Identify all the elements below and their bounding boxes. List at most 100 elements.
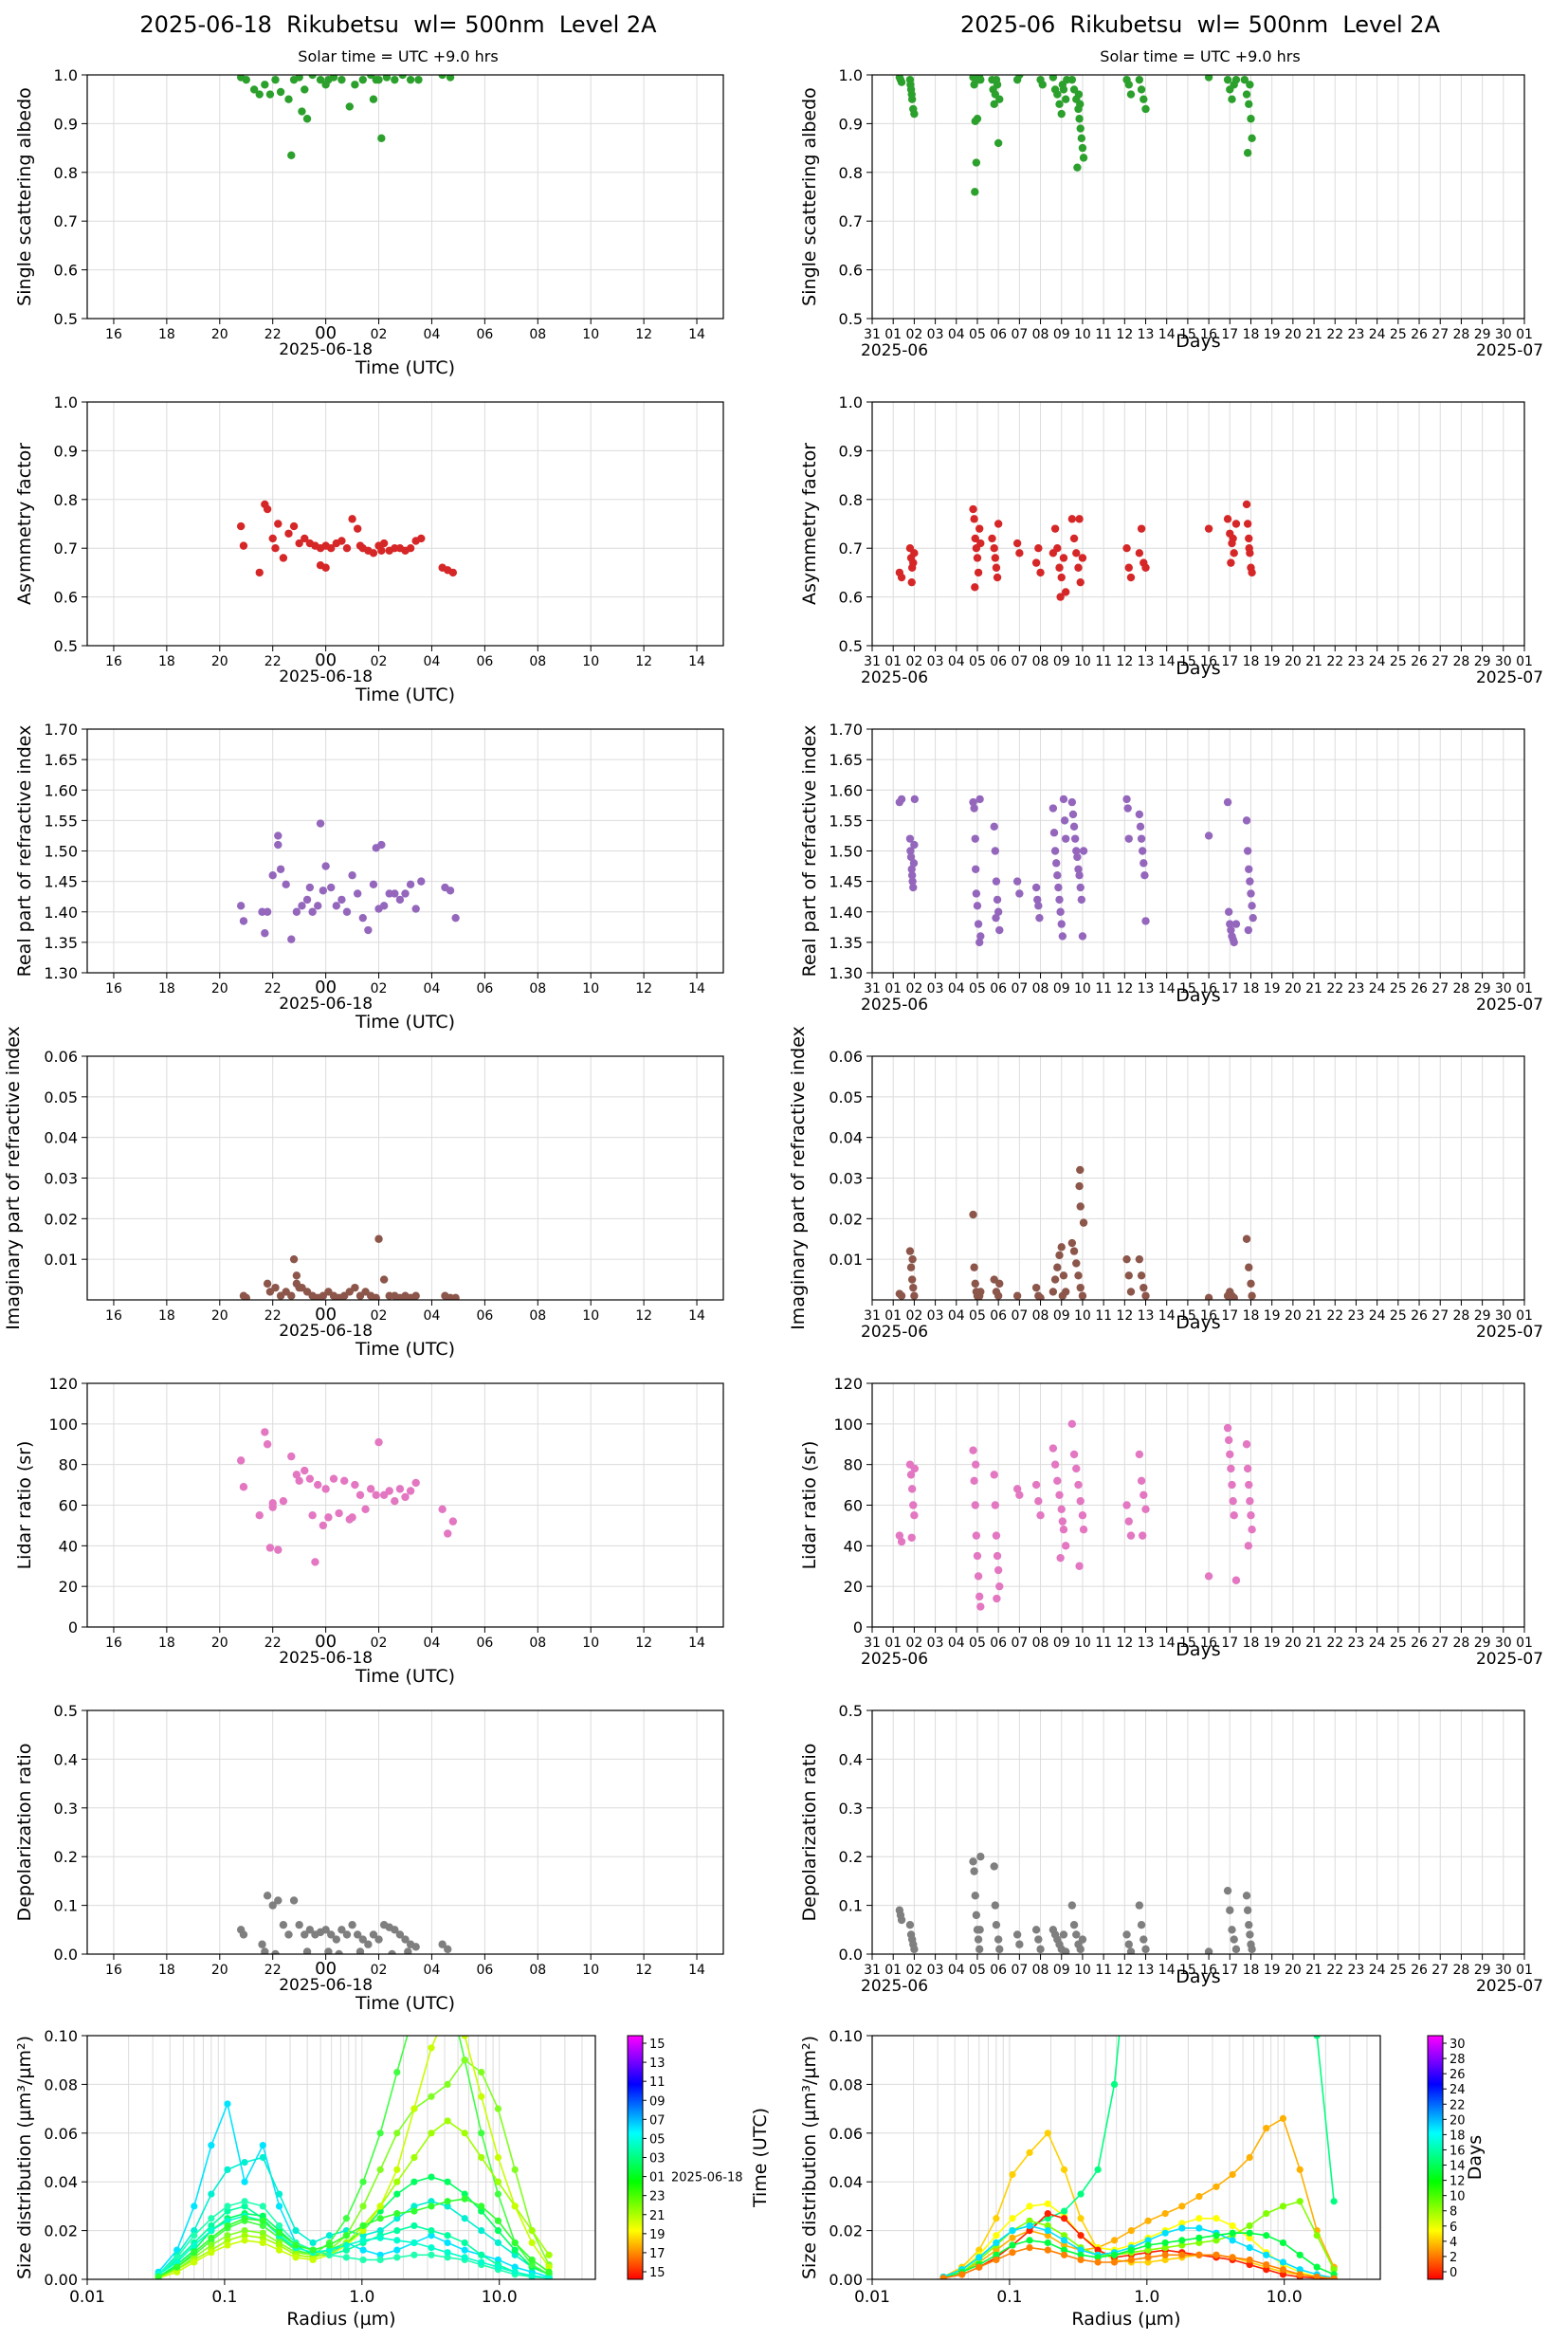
series-point: [1246, 2229, 1253, 2237]
series-point: [1246, 2153, 1253, 2162]
x-tick-label: 06: [476, 654, 493, 669]
x-tick-label: 02: [905, 1308, 922, 1324]
x-tick-label: 18: [158, 327, 175, 342]
data-point: [1223, 1886, 1232, 1895]
series-point: [359, 2227, 367, 2235]
series-point: [410, 2251, 418, 2258]
series-point: [1212, 2237, 1220, 2244]
x-tick-label: 13: [1138, 327, 1155, 342]
x-tick-label: 04: [948, 1963, 965, 1978]
series-point: [325, 2246, 334, 2254]
data-point: [284, 1930, 293, 1939]
series-point: [494, 2153, 502, 2162]
series-point: [1144, 2217, 1152, 2224]
series-point: [1212, 2183, 1220, 2190]
x-axis-title: Radius (µm): [286, 2309, 395, 2330]
series-point: [208, 2241, 215, 2249]
x-tick-label: 31: [864, 654, 881, 669]
series-point: [1178, 1301, 1185, 1307]
x-tick-label: 23: [1348, 1308, 1365, 1324]
data-point: [274, 1545, 283, 1554]
data-point: [1138, 847, 1147, 855]
x-axis-title: Time (UTC): [355, 1339, 455, 1360]
series-point: [494, 2239, 502, 2247]
series-point: [1195, 2251, 1203, 2258]
data-point: [263, 1440, 272, 1449]
data-point: [332, 902, 341, 910]
x-tick-label: 10: [1074, 327, 1091, 342]
x-tick-label: 16: [1200, 981, 1217, 996]
data-point: [1059, 1526, 1068, 1534]
series-point: [393, 2068, 401, 2076]
x-tick-label: 03: [927, 1308, 944, 1324]
data-point: [1034, 902, 1043, 910]
x-tick-label: 24: [1369, 1963, 1386, 1978]
plot-area: [239, 1234, 460, 1300]
data-point: [1067, 75, 1077, 84]
series-point: [1127, 2256, 1135, 2264]
data-point: [239, 1483, 248, 1491]
data-point: [970, 1867, 978, 1875]
data-point: [976, 75, 985, 84]
data-point: [1227, 925, 1235, 935]
series-point: [511, 2203, 519, 2210]
data-point: [1231, 920, 1241, 928]
data-point: [909, 1501, 918, 1509]
series-point: [1144, 2237, 1152, 2244]
x-tick-label: 00: [315, 650, 337, 670]
data-point: [388, 1949, 396, 1954]
data-point: [990, 544, 998, 553]
data-point: [993, 1551, 1002, 1561]
data-point: [369, 880, 378, 889]
x-tick-label: 14: [1158, 1308, 1176, 1324]
series-point: [1009, 2241, 1016, 2249]
data-point: [1074, 1480, 1083, 1490]
data-point: [1056, 1553, 1065, 1563]
data-point: [1226, 920, 1234, 928]
data-point: [271, 544, 280, 553]
data-point: [1246, 1497, 1254, 1506]
x-tick-label: 26: [1411, 1636, 1428, 1651]
series-point: [444, 2117, 451, 2125]
series-point: [325, 2232, 334, 2239]
series-point: [191, 2227, 198, 2235]
series-point: [1229, 2170, 1236, 2179]
series-line: [942, 2036, 1335, 2278]
data-point: [1244, 925, 1253, 935]
x-tick-label: 14: [688, 654, 705, 669]
data-point: [1224, 907, 1233, 916]
x-tick-label: 15: [1179, 327, 1196, 342]
x-tick-label: 00: [315, 1305, 337, 1325]
data-point: [907, 1485, 917, 1493]
data-point: [971, 188, 979, 196]
x-tick-label: 19: [1264, 1636, 1281, 1651]
data-point: [268, 1503, 277, 1511]
axes-frame: [86, 1709, 724, 1955]
date-label: 2025-06: [861, 1323, 928, 1342]
series-point: [1144, 2254, 1152, 2261]
series-point: [545, 2251, 553, 2258]
x-tick-label: 28: [1453, 654, 1470, 669]
plot-area: [155, 2036, 553, 2279]
data-point: [990, 822, 998, 831]
data-point: [268, 534, 277, 543]
plot-area: [895, 1853, 1256, 1954]
x-tick-label: 30: [1495, 327, 1512, 342]
x-tick-label: 15: [1179, 981, 1196, 996]
x-tick-label: 22: [264, 327, 282, 342]
x-tick-label: 12: [635, 1636, 652, 1651]
series-point: [393, 2254, 401, 2261]
data-point: [417, 534, 426, 543]
series-point: [275, 2229, 283, 2237]
series-point: [1263, 2125, 1270, 2132]
y-tick-label: 0.9: [839, 115, 863, 133]
data-point: [1077, 895, 1086, 905]
data-point: [1226, 1450, 1234, 1459]
y-tick-label: 1.55: [829, 812, 863, 830]
x-tick-label: 29: [1474, 327, 1491, 342]
data-point: [1056, 593, 1065, 601]
chart-rri_month: 31 01 02 03 04 05 06 07 08 09 10 11 12 13 14 15 16 17 18 19…: [799, 721, 1543, 1015]
x-tick-label: 12: [1116, 327, 1133, 342]
data-point: [1242, 1234, 1251, 1243]
